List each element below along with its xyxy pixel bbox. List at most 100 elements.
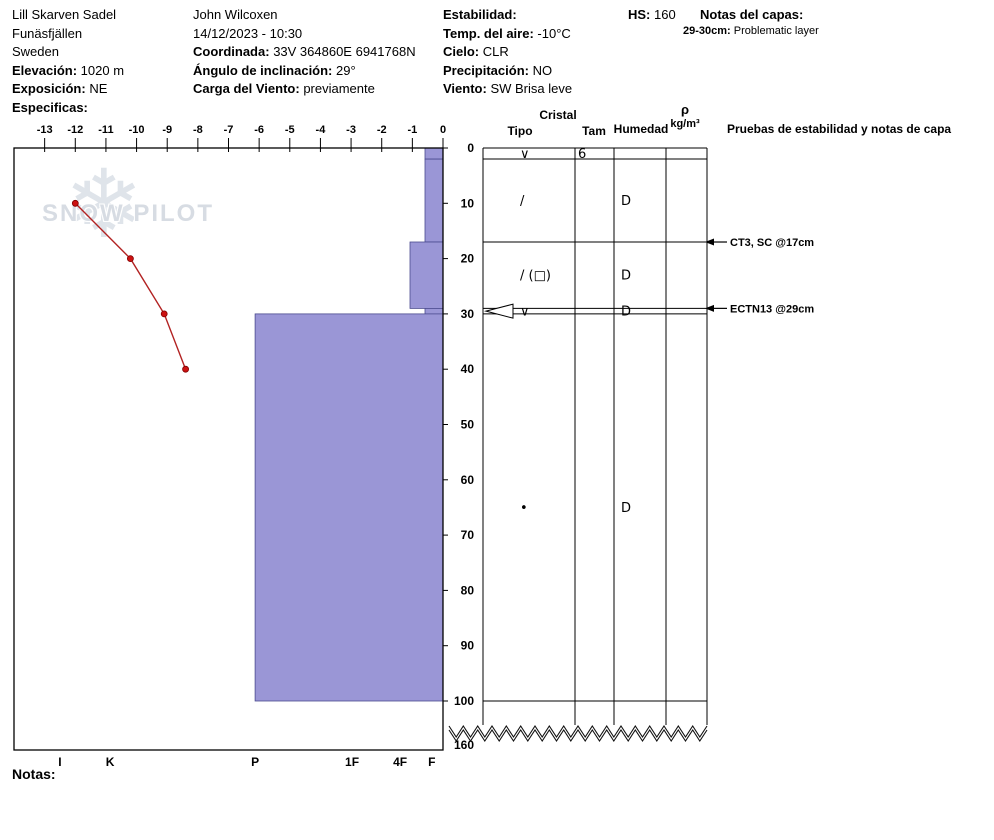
- grain-type-symbol: /: [520, 194, 525, 209]
- notes-label: Notas:: [12, 766, 56, 782]
- aspect-row: Exposición: NE: [12, 80, 124, 99]
- specifics-row: Especificas:: [12, 99, 124, 118]
- air-temp-row: Temp. del aire: -10°C: [443, 25, 572, 44]
- wind-loading-label: Carga del Viento:: [193, 81, 300, 96]
- temp-tick-label: -9: [162, 124, 172, 136]
- stability-test-label: ECTN13 @29cm: [730, 303, 814, 315]
- depth-tick-label: 30: [461, 307, 475, 321]
- coordinates-value: 33V 364860E 6941768N: [273, 44, 416, 59]
- column-header-grain-type: Tipo: [507, 124, 533, 138]
- depth-tick-label: 0: [467, 141, 474, 155]
- slope-angle-value: 29°: [336, 62, 356, 78]
- slope-angle-row: Ángulo de inclinación: 29°: [193, 62, 416, 81]
- depth-tick-label: 80: [461, 583, 475, 597]
- sky-row: Cielo: CLR: [443, 43, 572, 62]
- snow-height-block: HS: 160: [628, 6, 676, 25]
- elevation-value: 1020 m: [80, 62, 125, 78]
- wind-label: Viento:: [443, 81, 487, 96]
- snow-height-label: HS:: [628, 7, 651, 22]
- specifics-label: Especificas:: [12, 99, 88, 115]
- observation-datetime: 14/12/2023 - 10:30: [193, 25, 303, 41]
- snowpilot-watermark-text: SNOW PILOT: [42, 200, 214, 227]
- coordinates-row: Coordinada: 33V 364860E 6941768N: [193, 43, 416, 62]
- sky-value: CLR: [482, 44, 509, 59]
- wind-loading-value: previamente: [303, 81, 375, 96]
- layer-notes-title: Notas del capas:: [700, 6, 803, 25]
- temperature-point: [160, 310, 168, 318]
- precip-row: Precipitación: NO: [443, 62, 572, 81]
- depth-tick-label: 50: [461, 418, 475, 432]
- temp-tick-label: -10: [129, 124, 145, 136]
- slope-angle-label: Ángulo de inclinación:: [193, 62, 333, 78]
- coordinates-label: Coordinada:: [193, 44, 270, 59]
- site-name: Lill Skarven Sadel: [12, 7, 117, 22]
- stability-label: Estabilidad:: [443, 7, 517, 22]
- layer-note-row: 29-30cm: Problematic layer: [683, 25, 819, 37]
- temp-tick-label: -3: [346, 124, 356, 136]
- grain-type-symbol: ∨: [520, 147, 530, 162]
- wind-row: Viento: SW Brisa leve: [443, 80, 572, 99]
- observer-name: John Wilcoxen: [193, 7, 278, 22]
- header-conditions-block: Estabilidad: Temp. del aire: -10°C Cielo…: [443, 6, 572, 99]
- snowpack-break-zigzag-2: [448, 728, 708, 743]
- layer-of-concern-flag: [484, 303, 514, 319]
- sky-label: Cielo:: [443, 44, 480, 59]
- precip-label: Precipitación:: [443, 62, 529, 78]
- hardness-axis-label: P: [251, 755, 259, 769]
- temp-tick-label: -7: [224, 124, 234, 136]
- depth-tick-label: 90: [461, 639, 475, 653]
- layer-note-text: Problematic layer: [733, 25, 819, 37]
- temperature-point: [182, 365, 190, 373]
- column-header-grain-size: Tam: [582, 124, 606, 138]
- snowpack-break-zigzag-1: [448, 724, 708, 739]
- moisture-value: D: [621, 501, 631, 516]
- temp-tick-label: -6: [254, 124, 264, 136]
- temp-tick-label: -8: [193, 124, 203, 136]
- depth-tick-label: 20: [461, 252, 475, 266]
- elevation-label: Elevación:: [12, 62, 78, 78]
- temperature-point: [71, 199, 79, 207]
- aspect-value: NE: [89, 81, 108, 96]
- stability-row: Estabilidad:: [443, 6, 572, 25]
- hardness-axis-label: F: [428, 755, 435, 769]
- elevation-row: Elevación: 1020 m: [12, 62, 124, 81]
- hardness-bar-layer-2: [424, 158, 444, 243]
- column-header-density-units: kg/m³: [670, 118, 700, 130]
- depth-tick-label: 60: [461, 473, 475, 487]
- moisture-value: D: [621, 305, 631, 320]
- country-name: Sweden: [12, 44, 59, 59]
- depth-tick-label: 100: [454, 694, 474, 708]
- temp-tick-label: -2: [377, 124, 387, 136]
- temp-tick-label: -12: [67, 124, 83, 136]
- column-header-moisture: Humedad: [613, 122, 669, 136]
- layer-note-depth: 29-30cm:: [683, 25, 731, 37]
- header-location-block: Lill Skarven Sadel Funäsfjällen Sweden E…: [12, 6, 124, 117]
- depth-tick-label: 40: [461, 362, 475, 376]
- temp-tick-label: -13: [37, 124, 53, 136]
- total-depth-label: 160: [454, 738, 474, 752]
- temperature-point: [126, 255, 134, 263]
- hardness-axis-label: I: [58, 755, 61, 769]
- column-header-stability-tests: Pruebas de estabilidad y notas de capa: [727, 122, 952, 136]
- hardness-bar-layer-5: [254, 313, 444, 702]
- hardness-axis-label: K: [106, 755, 115, 769]
- temp-tick-label: -5: [285, 124, 295, 136]
- region-name: Funäsfjällen: [12, 25, 83, 41]
- column-header-crystal-group: Cristal: [539, 108, 577, 122]
- depth-tick-label: 10: [461, 196, 475, 210]
- temp-tick-label: -1: [407, 124, 417, 136]
- stability-test-label: CT3, SC @17cm: [730, 237, 814, 249]
- wind-loading-row: Carga del Viento: previamente: [193, 80, 416, 99]
- hardness-axis-label: 4F: [393, 755, 407, 769]
- aspect-label: Exposición:: [12, 81, 86, 96]
- column-header-density-symbol: ρ: [680, 102, 690, 117]
- hardness-bar-layer-3: [409, 241, 444, 309]
- temperature-profile-line: [74, 202, 187, 370]
- hardness-bar-layer-1: [424, 147, 444, 160]
- temp-tick-label: -4: [316, 124, 327, 136]
- grain-type-symbol: •: [520, 501, 528, 516]
- depth-tick-label: 70: [461, 528, 475, 542]
- grain-type-symbol: ∨: [520, 305, 530, 320]
